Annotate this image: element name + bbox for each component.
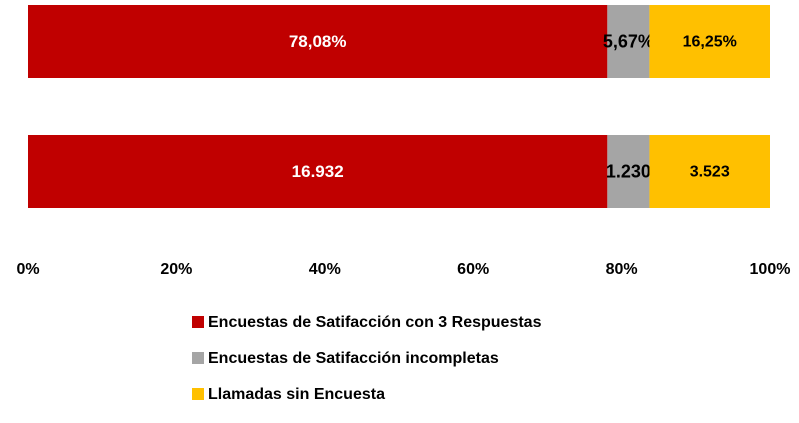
x-tick-label: 100% [750, 261, 791, 278]
x-tick-label: 60% [457, 261, 489, 278]
data-label: 5,67% [603, 31, 654, 51]
legend-label: Encuestas de Satifacción incompletas [208, 350, 499, 367]
bar-segment [649, 5, 770, 78]
x-tick-label: 0% [16, 261, 39, 278]
legend-swatch [192, 352, 204, 364]
data-label: 16.932 [292, 162, 344, 181]
legend-swatch [192, 388, 204, 400]
x-tick-label: 20% [160, 261, 192, 278]
legend-label: Llamadas sin Encuesta [208, 386, 385, 403]
x-tick-label: 80% [606, 261, 638, 278]
legend-swatch [192, 316, 204, 328]
bar-segment [607, 135, 650, 208]
legend-label: Encuestas de Satifacción con 3 Respuesta… [208, 314, 542, 331]
data-label: 1.230 [606, 161, 651, 181]
bar-segment [28, 5, 608, 78]
data-label: 3.523 [690, 164, 730, 181]
bar-segment [607, 5, 650, 78]
x-tick-label: 40% [309, 261, 341, 278]
data-label: 78,08% [289, 32, 347, 51]
bar-segment [28, 135, 608, 208]
data-label: 16,25% [683, 34, 737, 51]
bar-segment [649, 135, 770, 208]
